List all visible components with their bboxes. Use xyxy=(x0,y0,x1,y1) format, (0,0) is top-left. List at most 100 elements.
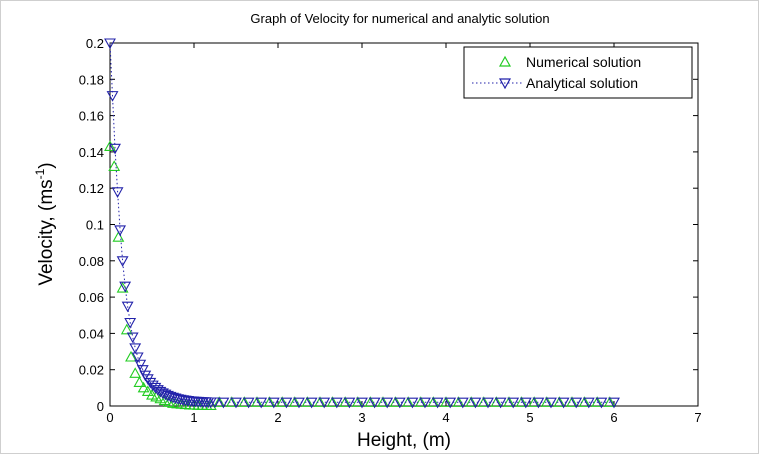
y-tick-label: 0 xyxy=(97,399,104,414)
x-tick-label: 2 xyxy=(274,410,281,425)
data-point-analytical xyxy=(217,397,230,409)
data-point-analytical xyxy=(532,397,545,409)
data-point-analytical xyxy=(156,388,169,400)
data-point-analytical xyxy=(255,397,268,409)
data-point-numerical xyxy=(141,385,154,397)
data-point-analytical xyxy=(164,391,177,403)
data-point-numerical xyxy=(104,140,116,152)
data-point-numerical xyxy=(515,396,528,407)
data-point-analytical xyxy=(419,397,431,409)
data-point-analytical xyxy=(368,397,381,409)
data-point-numerical xyxy=(263,396,276,407)
data-point-analytical xyxy=(167,392,179,404)
series-analytical xyxy=(104,38,620,409)
y-axis-label-main: Velocity, (ms xyxy=(36,179,57,285)
data-point-analytical xyxy=(242,397,255,409)
data-point-analytical xyxy=(230,397,242,409)
data-point-analytical xyxy=(608,397,620,409)
y-tick-label: 0.16 xyxy=(79,109,104,124)
data-point-analytical xyxy=(406,397,419,409)
x-axis-label: Height, (m) xyxy=(357,430,451,451)
data-point-analytical xyxy=(106,91,119,102)
y-tick-label: 0.14 xyxy=(79,145,104,160)
data-point-numerical xyxy=(251,396,263,407)
data-point-numerical xyxy=(120,323,133,335)
y-tick-label: 0.04 xyxy=(79,326,104,341)
data-point-analytical xyxy=(169,393,182,405)
y-axis: 0 0.02 0.04 0.06 0.08 0.1 0.12 0.14 0.16 0.18 0.2 xyxy=(79,36,698,414)
data-point-analytical xyxy=(104,38,116,50)
data-point-analytical xyxy=(144,377,157,389)
legend-label-analytical: Analytical solution xyxy=(526,75,638,91)
data-point-analytical xyxy=(507,397,520,409)
data-point-analytical xyxy=(393,397,406,409)
data-point-numerical xyxy=(339,396,352,407)
x-tick-label: 0 xyxy=(106,410,113,425)
data-point-analytical xyxy=(444,397,457,409)
data-point-numerical xyxy=(108,160,121,171)
data-point-analytical xyxy=(131,352,144,364)
y-tick-label: 0.2 xyxy=(86,36,104,51)
data-point-numerical xyxy=(503,396,515,407)
chart-title: Graph of Velocity for numerical and anal… xyxy=(250,11,549,26)
data-point-numerical xyxy=(129,367,142,378)
data-point-numerical xyxy=(591,396,604,407)
data-point-analytical xyxy=(381,397,394,409)
data-point-numerical xyxy=(427,396,440,407)
data-point-analytical xyxy=(111,187,124,198)
data-point-analytical xyxy=(431,397,444,409)
legend-marker-analytical xyxy=(498,78,512,90)
data-point-numerical xyxy=(351,396,364,407)
y-tick-label: 0.08 xyxy=(79,254,104,269)
data-point-analytical xyxy=(356,397,368,409)
x-tick-label: 7 xyxy=(694,410,701,425)
data-point-numerical xyxy=(125,350,137,362)
y-tick-label: 0.12 xyxy=(79,181,104,196)
data-point-analytical xyxy=(280,397,293,409)
data-point-analytical xyxy=(162,390,174,402)
data-point-analytical xyxy=(582,397,595,409)
data-point-analytical xyxy=(469,397,482,409)
data-point-analytical xyxy=(456,397,469,409)
y-axis-label-superscript: -1 xyxy=(33,168,47,179)
data-point-numerical xyxy=(112,231,125,242)
data-point-analytical xyxy=(124,317,137,329)
data-point-numerical xyxy=(440,396,452,407)
data-point-analytical xyxy=(318,397,331,409)
data-point-analytical xyxy=(595,397,608,409)
data-point-analytical xyxy=(136,365,149,376)
data-point-analytical xyxy=(119,281,132,293)
data-point-analytical xyxy=(519,397,532,409)
x-tick-label: 6 xyxy=(610,410,617,425)
legend-label-numerical: Numerical solution xyxy=(526,54,641,70)
x-tick-label: 4 xyxy=(442,410,449,425)
data-point-analytical xyxy=(129,343,142,355)
data-point-analytical xyxy=(494,397,507,409)
data-point-analytical xyxy=(482,397,494,409)
x-tick-label: 3 xyxy=(358,410,365,425)
data-point-analytical xyxy=(126,332,139,344)
y-tick-label: 0.02 xyxy=(79,363,104,378)
data-point-numerical xyxy=(528,396,541,407)
data-point-analytical xyxy=(343,397,356,409)
legend-marker-numerical xyxy=(498,55,512,67)
data-point-numerical xyxy=(133,376,146,387)
data-point-numerical xyxy=(137,381,150,393)
data-point-analytical xyxy=(114,225,127,237)
data-point-analytical xyxy=(159,389,172,401)
data-point-analytical xyxy=(293,397,305,409)
plot-area xyxy=(109,42,699,407)
x-tick-label: 5 xyxy=(526,410,533,425)
data-point-analytical xyxy=(267,397,280,409)
y-tick-label: 0.1 xyxy=(86,218,104,233)
data-point-numerical xyxy=(603,396,616,407)
data-point-analytical xyxy=(109,143,121,155)
data-point-analytical xyxy=(545,397,557,409)
series-layer xyxy=(104,38,620,411)
y-tick-label: 0.06 xyxy=(79,290,104,305)
data-point-numerical xyxy=(276,396,289,407)
data-point-analytical xyxy=(305,397,318,409)
x-tick-label: 1 xyxy=(190,410,197,425)
data-point-analytical xyxy=(116,256,129,267)
